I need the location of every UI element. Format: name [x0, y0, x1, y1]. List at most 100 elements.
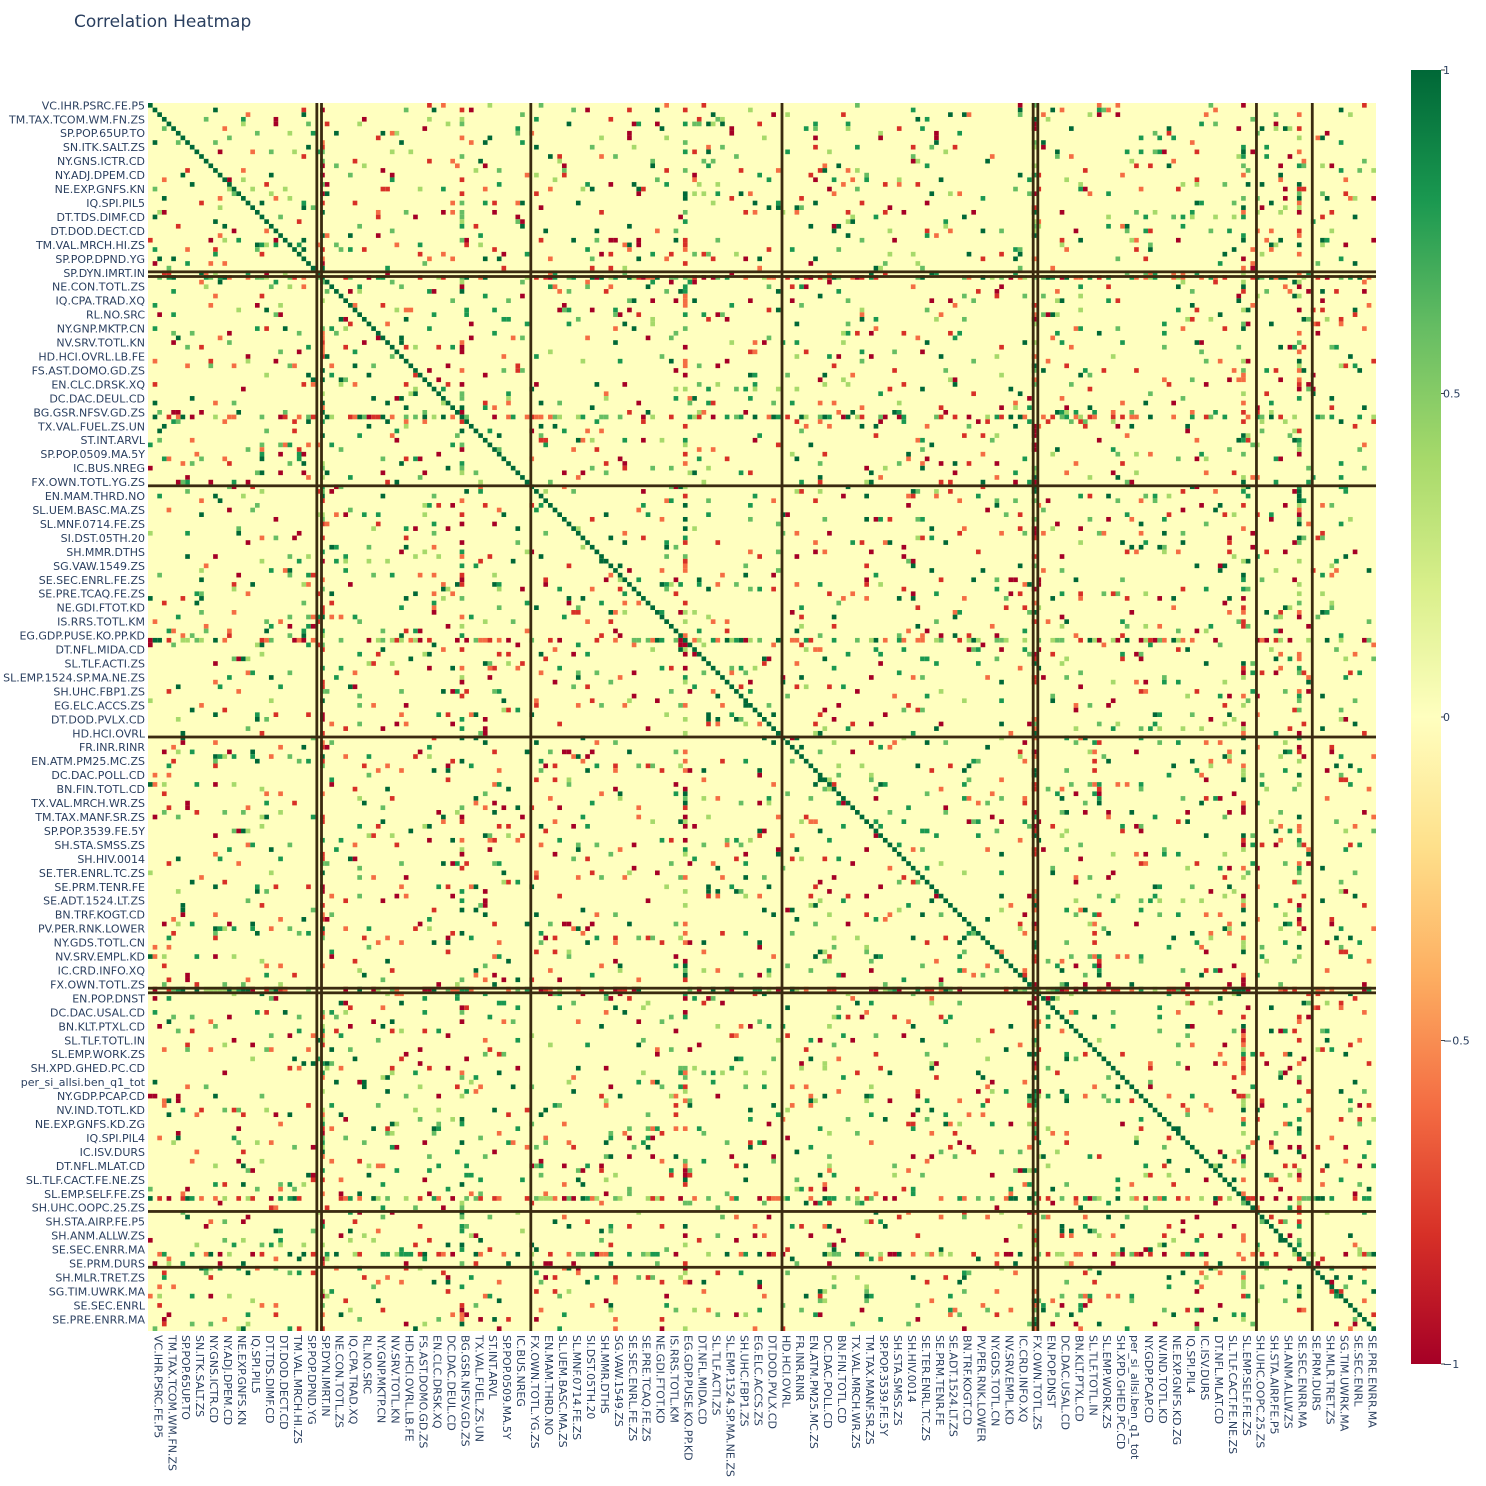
heatmap-cell	[1259, 842, 1265, 848]
heatmap-cell	[822, 1065, 828, 1071]
heatmap-cell	[241, 656, 246, 662]
heatmap-cell	[380, 168, 386, 173]
heatmap-cell	[1296, 516, 1302, 522]
heatmap-cell	[366, 423, 372, 429]
heatmap-cell	[1203, 740, 1209, 745]
heatmap-cell	[417, 1117, 423, 1122]
heatmap-cell	[701, 842, 707, 848]
heatmap-cell	[920, 349, 925, 355]
heatmap-cell	[706, 465, 711, 471]
heatmap-cell	[1324, 237, 1330, 243]
heatmap-cell	[948, 1144, 953, 1150]
heatmap-cell	[743, 875, 749, 880]
heatmap-cell	[445, 1033, 451, 1038]
heatmap-cell	[1241, 209, 1246, 215]
heatmap-cell	[1082, 972, 1088, 978]
heatmap-cell	[1250, 149, 1256, 155]
heatmap-cell	[217, 205, 223, 210]
heatmap-cell	[482, 200, 488, 206]
heatmap-cell	[1301, 670, 1307, 676]
heatmap-cell	[413, 456, 418, 462]
heatmap-cell	[1180, 326, 1186, 331]
heatmap-cell	[1296, 1130, 1302, 1136]
heatmap-cell	[1143, 689, 1149, 694]
heatmap-cell	[222, 754, 228, 759]
heatmap-cell	[594, 842, 600, 848]
heatmap-cell	[417, 921, 423, 927]
heatmap-cell	[1106, 703, 1111, 708]
heatmap-cell	[762, 907, 767, 913]
heatmap-cell	[1329, 163, 1335, 169]
heatmap-cell	[1329, 228, 1335, 234]
heatmap-cell	[520, 112, 525, 117]
heatmap-cell	[161, 209, 167, 215]
heatmap-cell	[268, 847, 274, 852]
heatmap-cell	[301, 382, 307, 387]
heatmap-cell	[831, 614, 837, 620]
heatmap-cell	[785, 1005, 790, 1011]
heatmap-cell	[1162, 149, 1167, 155]
heatmap-cell	[310, 205, 316, 210]
heatmap-cell	[217, 196, 223, 201]
heatmap-cell	[1264, 391, 1270, 397]
heatmap-cell	[613, 1172, 618, 1178]
heatmap-cell	[1301, 842, 1307, 848]
heatmap-cell	[329, 414, 335, 420]
heatmap-cell	[989, 1089, 995, 1094]
heatmap-cell	[775, 521, 781, 527]
heatmap-cell	[1250, 661, 1256, 666]
heatmap-cell	[1259, 954, 1265, 959]
heatmap-cell	[789, 930, 795, 936]
heatmap-cell	[580, 930, 586, 936]
heatmap-cell	[185, 1047, 190, 1052]
heatmap-cell	[1343, 1158, 1349, 1164]
heatmap-cell	[696, 382, 702, 387]
heatmap-cell	[710, 1070, 716, 1076]
heatmap-cell	[608, 851, 614, 857]
heatmap-cell	[1357, 1121, 1363, 1127]
heatmap-cell	[557, 977, 562, 983]
heatmap-cell	[459, 577, 465, 583]
heatmap-cell	[501, 316, 507, 322]
heatmap-cell	[1059, 568, 1065, 573]
heatmap-cell	[389, 1121, 395, 1127]
heatmap-cell	[613, 610, 618, 615]
heatmap-cell	[999, 819, 1004, 824]
heatmap-cell	[678, 1084, 683, 1090]
heatmap-cell	[1306, 679, 1311, 685]
heatmap-cell	[213, 954, 218, 959]
heatmap-cell	[1338, 926, 1344, 931]
heatmap-cell	[492, 954, 497, 959]
heatmap-cell	[492, 861, 497, 866]
heatmap-cell	[910, 251, 916, 257]
heatmap-cell	[487, 833, 493, 838]
heatmap-cell	[459, 1093, 465, 1099]
heatmap-cell	[808, 1056, 814, 1062]
heatmap-cell	[1231, 963, 1237, 969]
heatmap-cell	[845, 1117, 851, 1122]
heatmap-cell	[273, 535, 279, 541]
heatmap-cell	[287, 614, 293, 620]
heatmap-cell	[1045, 619, 1051, 624]
heatmap-cell	[901, 977, 907, 983]
heatmap-cell	[673, 368, 679, 373]
heatmap-cell	[501, 354, 507, 359]
heatmap-cell	[799, 744, 804, 750]
heatmap-cell	[1194, 177, 1200, 183]
heatmap-cell	[901, 637, 907, 643]
heatmap-cell	[227, 633, 232, 638]
heatmap-cell	[287, 1065, 293, 1071]
heatmap-cell	[1041, 847, 1046, 852]
heatmap-cell	[962, 112, 967, 117]
heatmap-cell	[724, 1140, 730, 1145]
heatmap-cell	[668, 251, 674, 257]
heatmap-cell	[152, 637, 158, 643]
heatmap-cell	[459, 1075, 465, 1080]
heatmap-cell	[287, 1112, 293, 1118]
heatmap-cell	[552, 414, 558, 420]
heatmap-cell	[496, 861, 502, 866]
heatmap-cell	[213, 400, 218, 406]
heatmap-cell	[459, 540, 465, 545]
heatmap-cell	[920, 1037, 925, 1043]
heatmap-cell	[166, 1112, 172, 1118]
